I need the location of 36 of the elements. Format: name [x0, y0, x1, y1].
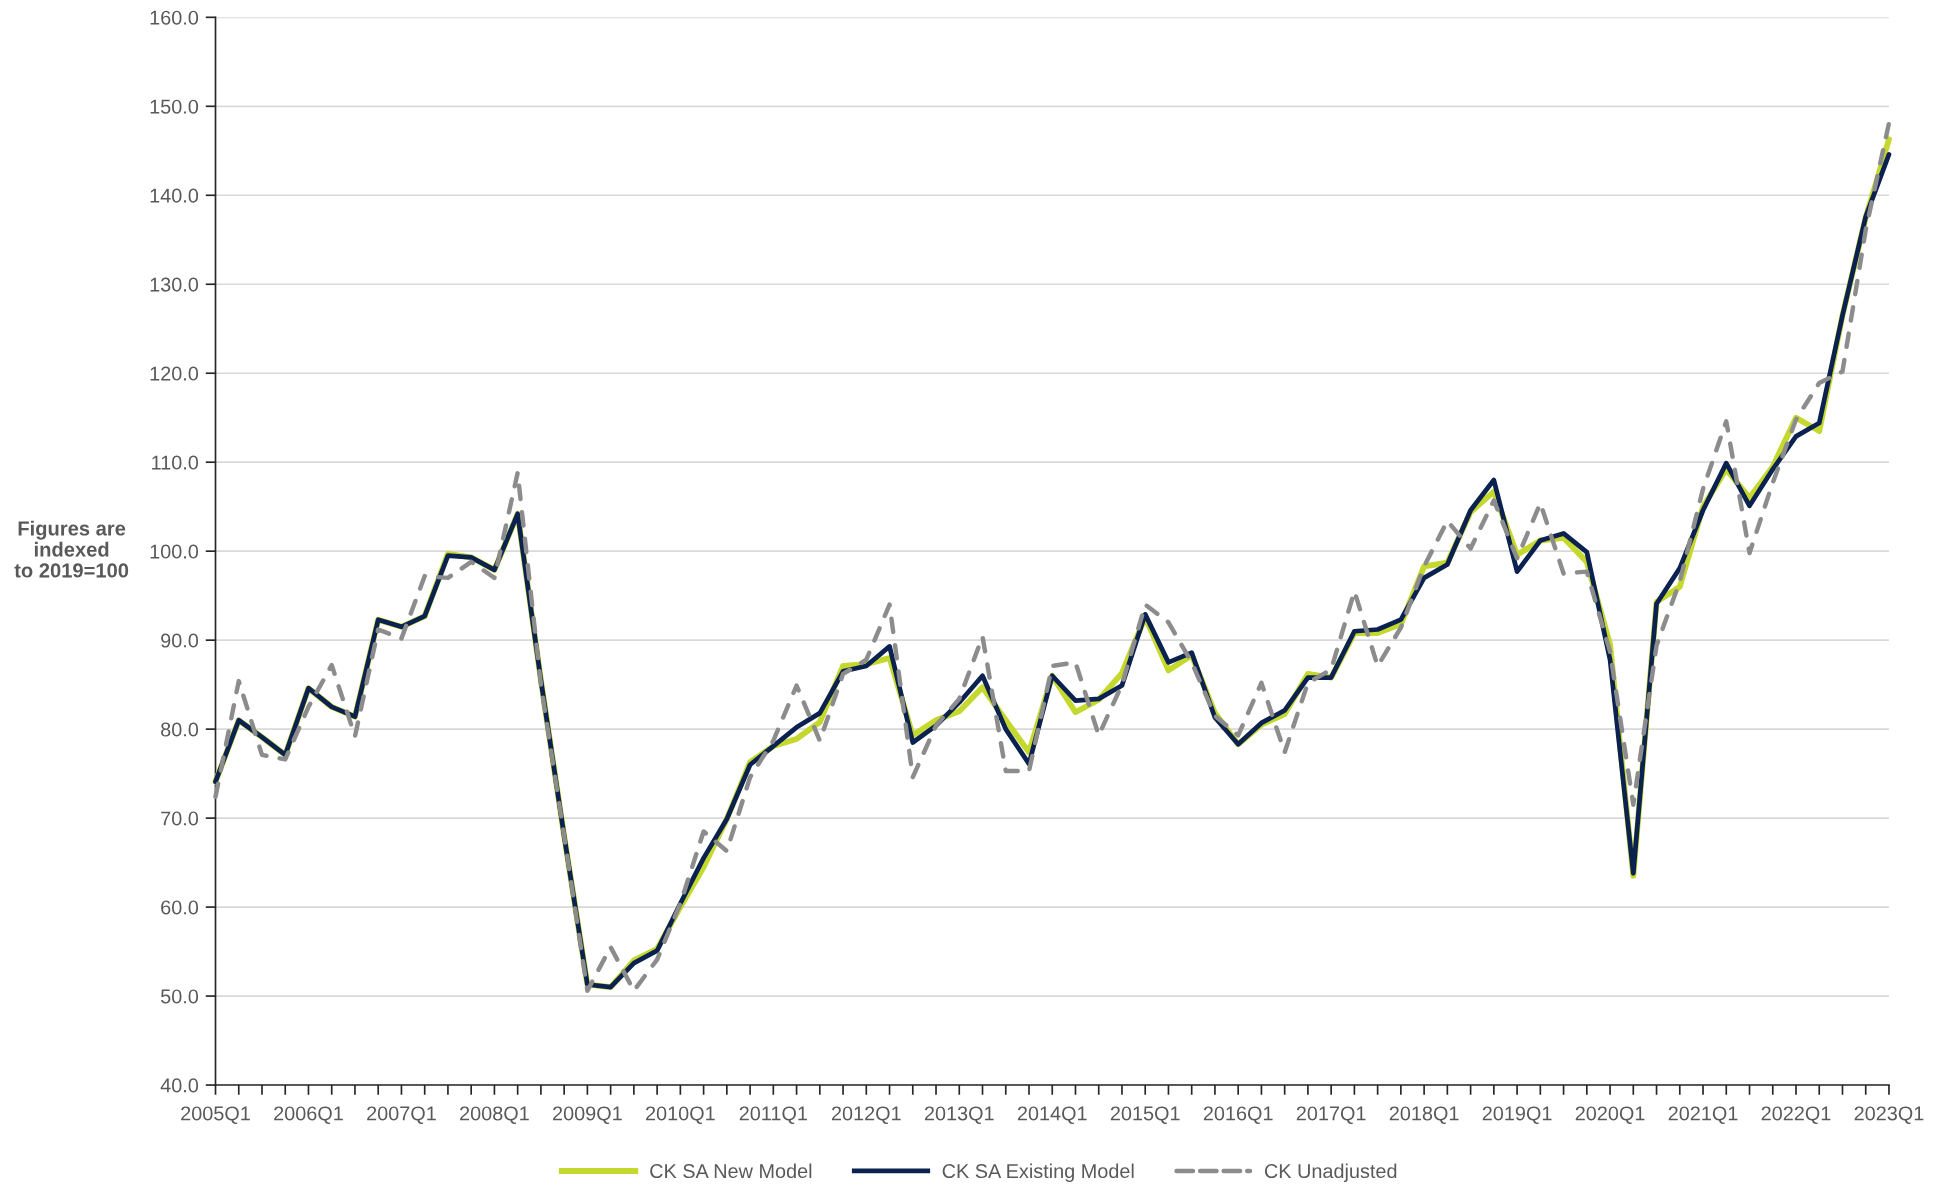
x-tick-label: 2017Q1 [1296, 1106, 1366, 1125]
y-tick-label: 60.0 [161, 900, 199, 915]
x-tick-label: 2014Q1 [1017, 1106, 1087, 1125]
x-tick-label: 2015Q1 [1110, 1106, 1180, 1125]
x-tick-label: 2012Q1 [831, 1106, 901, 1125]
y-tick-label: 160.0 [150, 10, 199, 25]
y-tick-label: 110.0 [152, 455, 199, 470]
y-axis-title: Figures are indexed to 2019=100 [14, 520, 129, 578]
x-tick-label: 2021Q1 [1668, 1106, 1738, 1125]
y-tick-label: 130.0 [150, 277, 199, 292]
legend-label: CK SA Existing Model [942, 1163, 1134, 1183]
y-tick-label: 40.0 [160, 1078, 199, 1093]
x-tick-label: 2005Q1 [181, 1106, 250, 1125]
y-tick-label: 80.0 [161, 722, 199, 737]
x-tick-label: 2018Q1 [1389, 1106, 1459, 1125]
y-tick-label: 100.0 [150, 544, 199, 559]
x-tick-label: 2006Q1 [274, 1106, 343, 1125]
x-tick-label: 2010Q1 [646, 1106, 715, 1125]
x-tick-label: 2023Q1 [1854, 1106, 1924, 1125]
x-tick-label: 2019Q1 [1482, 1106, 1552, 1125]
x-tick-label: 2020Q1 [1575, 1106, 1645, 1125]
x-tick-label: 2009Q1 [553, 1106, 622, 1125]
x-tick-label: 2016Q1 [1203, 1106, 1273, 1125]
x-tick-label: 2007Q1 [367, 1106, 436, 1125]
legend-label: CK Unadjusted [1264, 1163, 1397, 1183]
y-tick-label: 140.0 [150, 188, 199, 203]
y-tick-label: 150.0 [150, 99, 199, 114]
x-tick-label: 2008Q1 [460, 1106, 529, 1125]
x-tick-label: 2022Q1 [1761, 1106, 1831, 1125]
y-tick-label: 120.0 [150, 366, 199, 381]
y-tick-label: 50.0 [160, 989, 199, 1004]
x-tick-label: 2011Q1 [739, 1106, 807, 1125]
y-tick-label: 90.0 [161, 633, 199, 648]
legend-label: CK SA New Model [650, 1163, 812, 1179]
x-tick-label: 2013Q1 [924, 1106, 994, 1125]
y-tick-label: 70.0 [161, 811, 199, 826]
